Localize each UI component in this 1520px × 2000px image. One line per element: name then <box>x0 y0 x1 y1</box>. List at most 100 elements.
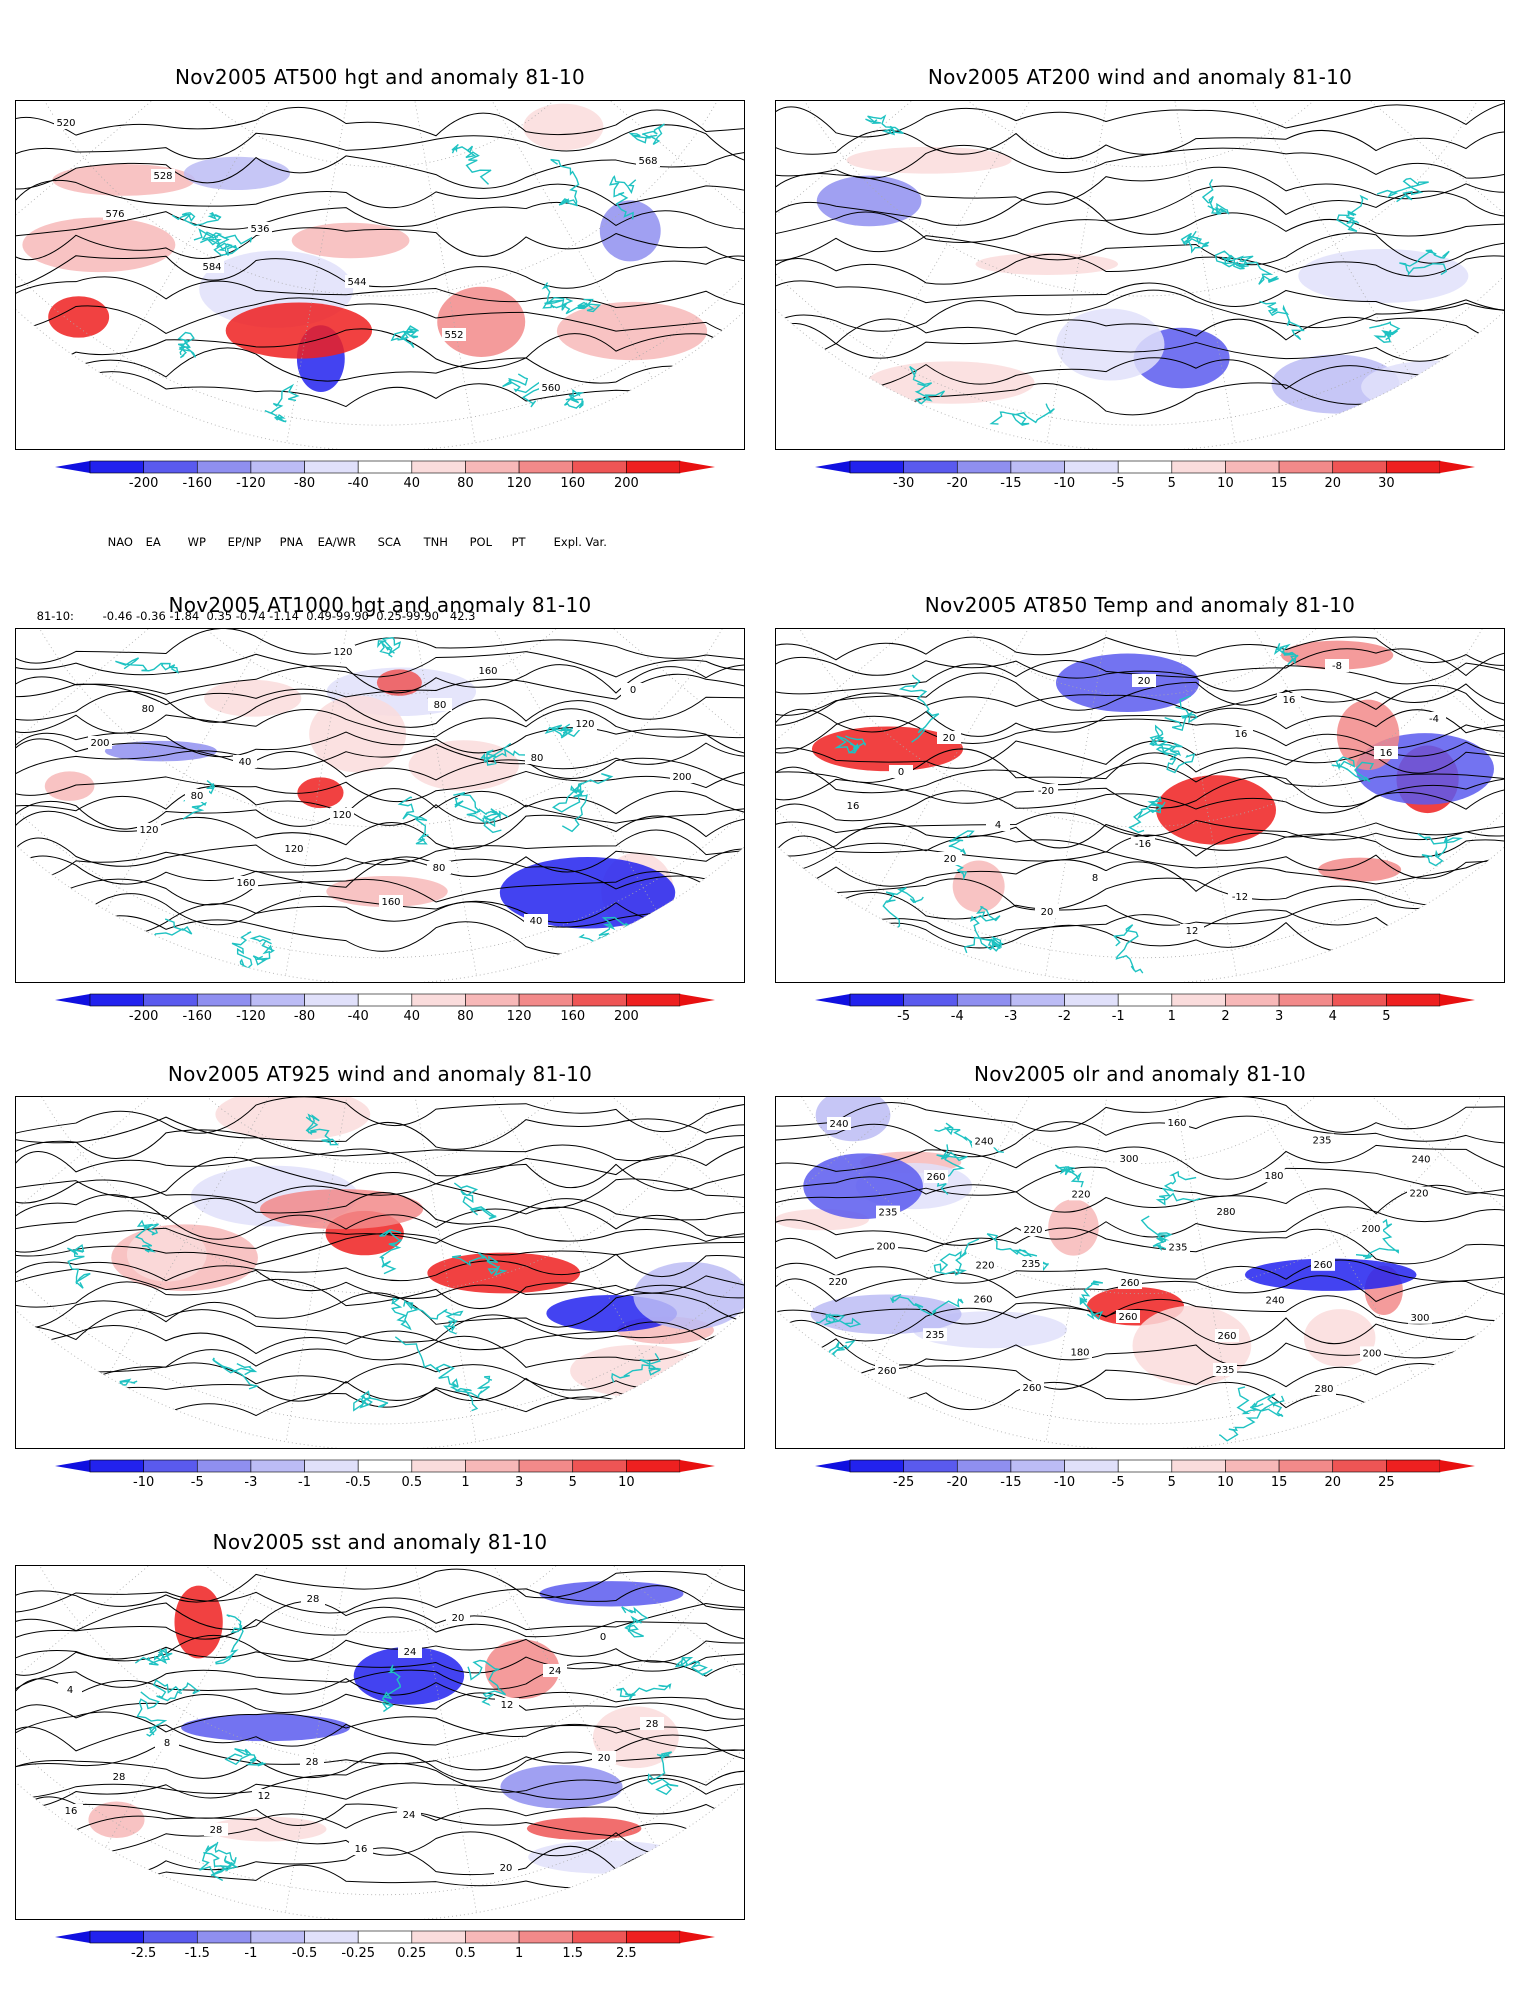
contour-label: 80 <box>191 791 204 802</box>
contour-label-bg <box>1020 1381 1044 1395</box>
contour-label-bg <box>88 736 112 749</box>
colorbar-swatch <box>903 460 958 474</box>
tc-header-EPNP: EP/NP <box>227 535 262 549</box>
contour-line <box>776 707 1504 738</box>
contour-label-bg <box>1035 905 1059 918</box>
contour-line <box>16 727 744 758</box>
contour-label: 260 <box>1217 1331 1236 1342</box>
panel-title: Nov2005 AT1000 hgt and anomaly 81-10 <box>168 593 592 617</box>
map-frame: 28 24 20 0 4 8 12 16 20 24 28 28 28 28 24 12 20 16 <box>15 1565 745 1920</box>
contour-line <box>16 371 744 408</box>
contour-label: -12 <box>1232 892 1248 903</box>
colorbar-tick-label: -1 <box>1112 1009 1125 1024</box>
contour-label: 220 <box>1023 1225 1042 1236</box>
coastline <box>134 1647 173 1666</box>
tc-header-TNH: TNH <box>423 535 448 549</box>
contour-label: 160 <box>236 878 255 889</box>
projection-dome <box>776 101 1504 443</box>
contour-label-bg <box>155 1736 179 1749</box>
contour-label: 16 <box>65 1806 78 1817</box>
negative-anomaly-area <box>810 1294 962 1335</box>
colorbar-swatch <box>1010 460 1065 474</box>
colorbar-arrow-right <box>680 994 715 1006</box>
contour-label-bg <box>103 207 127 220</box>
negative-anomaly-area <box>499 857 676 929</box>
colorbar-tick-label: 0.5 <box>455 1946 476 1961</box>
meridian-line <box>776 629 1142 788</box>
contour-line <box>776 648 1504 679</box>
coastline <box>224 1748 266 1767</box>
colorbar-tick-label: 15 <box>1271 476 1288 491</box>
colorbar-tick-label: -3 <box>1004 1009 1017 1024</box>
coastline <box>564 389 585 409</box>
contour-line <box>16 276 744 309</box>
colorbar-swatch <box>196 1930 252 1944</box>
contour-label-bg <box>54 116 78 129</box>
colorbar-arrow-left <box>815 994 850 1006</box>
contour-label-bg <box>1228 890 1252 903</box>
contour-line <box>776 1097 1504 1133</box>
contour-label: -20 <box>1038 786 1054 797</box>
contour-label: 280 <box>1314 1384 1333 1395</box>
contour-label: 28 <box>210 1825 223 1836</box>
contour-label-bg <box>1229 727 1253 740</box>
contour-label-bg <box>640 1717 664 1730</box>
colorbar-swatch <box>1225 993 1280 1007</box>
coastline <box>621 1606 649 1638</box>
contour-label-bg <box>937 731 961 744</box>
contour-label-bg <box>525 751 549 764</box>
contour-label: 24 <box>403 1810 416 1821</box>
colorbar-swatch <box>1064 460 1119 474</box>
positive-anomaly-area <box>204 679 302 717</box>
coastline <box>1331 756 1375 783</box>
contour-line <box>16 664 744 695</box>
contour-label-bg <box>923 1328 947 1342</box>
contour-label-bg <box>345 275 369 288</box>
contour-line <box>776 822 1504 857</box>
colorbar-tick-label: -10 <box>1054 1475 1075 1490</box>
positive-anomaly-area <box>215 1097 371 1141</box>
contour-label: 12 <box>501 1700 514 1711</box>
contour-label: 12 <box>1186 926 1199 937</box>
colorbar-arrow-right <box>1440 994 1475 1006</box>
contour-line <box>776 1144 1504 1180</box>
colorbar-swatch <box>1064 1459 1119 1473</box>
coastline <box>1399 249 1450 276</box>
coastline <box>115 657 179 674</box>
coastline <box>451 143 492 185</box>
contour-line <box>16 1309 744 1343</box>
contour-label: 528 <box>153 171 172 182</box>
colorbar-tick-label: -3 <box>244 1475 257 1490</box>
contour-line <box>776 907 1504 939</box>
contour-label: 0 <box>898 767 904 778</box>
contour-label: 28 <box>306 1757 319 1768</box>
contour-label: 160 <box>381 897 400 908</box>
coastline <box>1155 744 1196 774</box>
colorbar-arrow-left <box>815 1460 850 1472</box>
colorbar-swatch <box>196 1459 252 1473</box>
contour-label-bg <box>204 1823 228 1836</box>
tc-header-EA: EA <box>145 535 161 549</box>
contour-line <box>16 1178 744 1210</box>
panel-at1000: Nov2005 AT1000 hgt and anomaly 81-10 80 4… <box>0 583 760 1033</box>
colorbar-arrow-left <box>55 1931 90 1943</box>
tc-values: -0.46 -0.36 -1.84 0.35 -0.74 -1.14 0.49-… <box>102 609 476 623</box>
coastline <box>1155 1170 1201 1206</box>
contour-label: 568 <box>638 156 657 167</box>
positive-anomaly-area <box>1048 1199 1099 1256</box>
positive-anomaly-area <box>126 1227 207 1282</box>
contour-line <box>16 227 744 262</box>
coastline <box>865 114 904 136</box>
contour-label-bg <box>972 1134 996 1148</box>
colorbar-tick-label: 120 <box>507 476 532 491</box>
latitude-circle <box>16 101 744 297</box>
coastline <box>451 1252 508 1277</box>
colorbar-tick-label: -25 <box>893 1475 914 1490</box>
colorbar-swatch <box>1332 1459 1387 1473</box>
colorbar-swatch <box>956 1459 1012 1473</box>
colorbar-tick-label: -1 <box>244 1946 257 1961</box>
contour-label: 180 <box>1070 1348 1089 1359</box>
contour-label-bg <box>986 818 1010 831</box>
contour-label-bg <box>924 1170 948 1183</box>
contour-label-bg <box>107 1770 131 1783</box>
